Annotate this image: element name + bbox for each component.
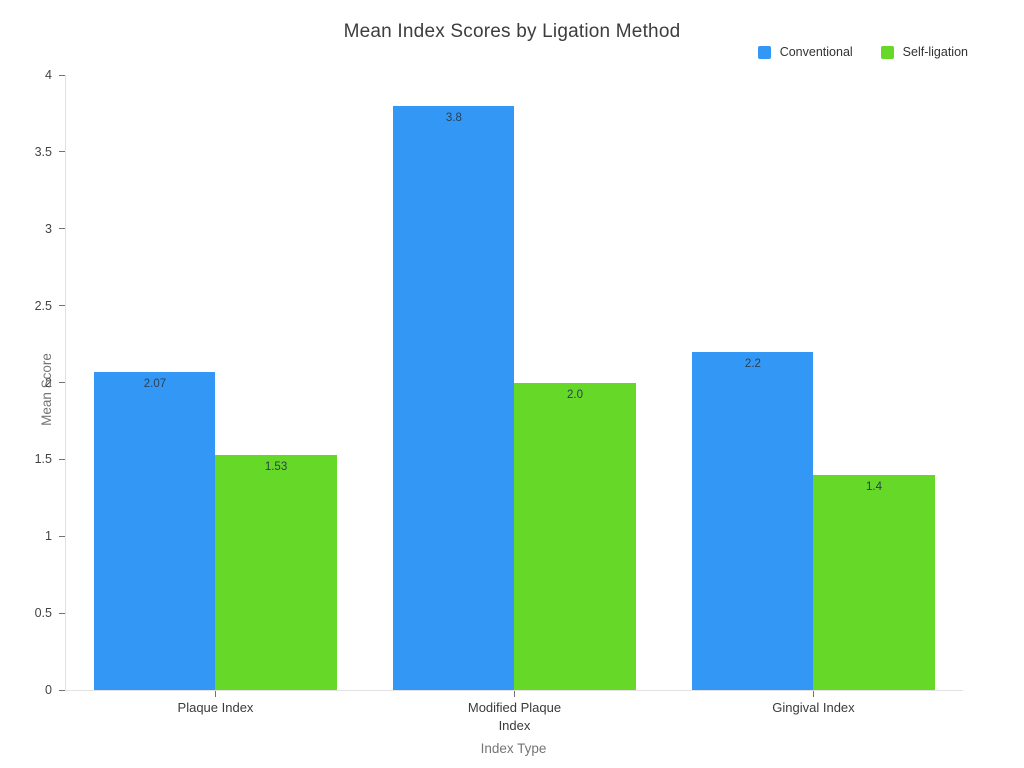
y-tick-mark [59,151,65,153]
legend-item-self-ligation[interactable]: Self-ligation [880,45,968,59]
chart-title: Mean Index Scores by Ligation Method [343,21,681,42]
bar-self-ligation-3: 1.4 [813,474,935,690]
y-axis-title: Mean Score [38,353,54,426]
y-tick-label: 1.5 [34,452,52,467]
y-tick-mark [59,228,65,230]
y-tick-label: 4 [45,68,52,82]
bar-value-label: 2.0 [567,388,583,401]
bar-conventional-3: 2.2 [692,351,814,690]
bar-self-ligation-2: 2.0 [514,382,636,690]
bar-value-label: 1.53 [264,460,288,473]
y-tick-mark [59,689,65,691]
y-tick-mark [59,612,65,614]
y-tick-mark [59,535,65,537]
x-tick-mark [215,691,217,697]
x-tick-label: Modified Plaque Index [467,700,562,733]
bar-group: 3.8 2.0 [365,75,664,690]
legend-item-conventional[interactable]: Conventional [757,45,853,59]
y-tick-mark [59,458,65,460]
x-tick-mark [813,691,815,697]
y-tick-label: 1 [45,529,52,544]
bar-value-label: 2.2 [744,357,761,370]
bar-value-label: 1.4 [866,480,882,493]
legend: Conventional Self-ligation [757,45,968,59]
legend-label: Conventional [779,45,853,59]
y-tick-mark [59,382,65,383]
plot-area: 0 0.5 1 1.5 2 2.5 3 3.5 4 2.07 1.53 Plaque Index 3.8… [35,68,963,733]
category-slot: 3.8 2.0 Modified Plaque Index [365,75,664,733]
bar-group: 2.07 1.53 [66,75,365,690]
conventional-swatch-icon [757,45,771,59]
self-ligation-swatch-icon [880,45,894,59]
y-tick-label: 2 [45,375,52,390]
category-slot: 2.2 1.4 Gingival Index [664,75,963,715]
y-tick-mark [59,74,65,76]
bar-conventional-2: 3.8 [393,105,515,690]
y-tick-mark [59,305,65,307]
x-axis-title: Index Type [480,741,547,756]
bar-group: 2.2 1.4 [664,75,963,690]
x-tick-label: Plaque Index [177,700,254,715]
y-tick-label: 0 [45,683,52,697]
y-tick-label: 3 [45,221,52,236]
bar-conventional-1: 2.07 [94,371,216,690]
bar-self-ligation-1: 1.53 [215,454,337,690]
x-tick-label: Gingival Index [772,700,855,715]
category-slot: 2.07 1.53 Plaque Index [66,75,365,715]
y-tick-label: 3.5 [34,144,52,159]
y-tick-label: 2.5 [34,298,52,313]
bar-value-label: 3.8 [445,111,462,124]
y-tick-label: 0.5 [34,606,52,621]
bar-value-label: 2.07 [143,377,167,390]
x-tick-mark [514,691,516,697]
legend-label: Self-ligation [902,45,968,59]
